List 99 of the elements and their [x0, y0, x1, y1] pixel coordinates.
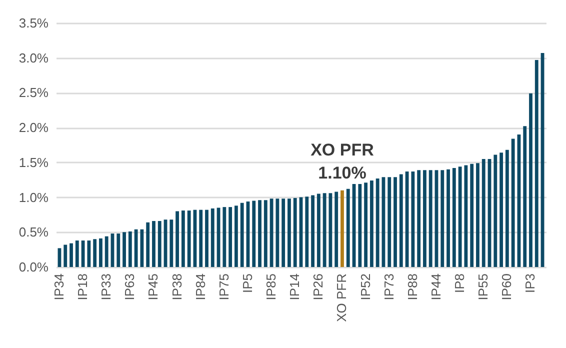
bar: [276, 198, 280, 267]
y-tick-label: 1.0%: [18, 190, 49, 205]
bar: [122, 232, 126, 267]
bar: [394, 177, 397, 267]
x-tick-label: IP52: [358, 274, 373, 300]
x-tick-label: IP18: [75, 274, 90, 300]
bar: [476, 163, 480, 267]
x-tick-label: IP33: [98, 274, 114, 300]
x-tick-label: IP34: [51, 274, 66, 300]
bar: [523, 126, 527, 267]
bar: [282, 198, 286, 267]
x-tick-label: IP60: [499, 274, 514, 300]
annotation: XO PFR: [310, 140, 374, 160]
y-tick-label: 0.5%: [18, 224, 49, 240]
x-tick-label: IP44: [428, 274, 444, 300]
bar: [210, 208, 214, 267]
x-tick-label: IP85: [264, 274, 279, 300]
bar: [376, 178, 380, 267]
bar: [128, 231, 132, 267]
x-tick-label: IP73: [381, 274, 396, 300]
y-tick-label: 2.0%: [18, 120, 49, 136]
y-tick-label: 1.5%: [18, 154, 49, 170]
x-tick-label: IP38: [169, 274, 184, 300]
bar: [293, 198, 297, 267]
bar: [252, 200, 256, 267]
bar: [305, 196, 309, 267]
bar: [346, 188, 350, 267]
bar: [511, 138, 515, 267]
bar: [64, 244, 68, 267]
bar: [170, 220, 174, 267]
bar: [87, 240, 91, 267]
bar: [417, 170, 421, 267]
bar: [104, 236, 108, 267]
bar: [264, 200, 268, 267]
bar: [240, 202, 244, 267]
x-tick-label: IP55: [476, 274, 491, 300]
bar: [181, 210, 185, 267]
bar: [199, 210, 203, 267]
y-tick-label: 3.5%: [18, 16, 49, 30]
bar: [222, 207, 226, 267]
bar: [270, 198, 274, 267]
bar: [534, 60, 538, 267]
data-label: 1.10%: [318, 163, 366, 182]
bar: [370, 180, 374, 267]
bar: [494, 154, 498, 267]
bar: [152, 220, 156, 267]
y-tick-label: 2.5%: [18, 85, 49, 100]
x-tick-label: IP14: [287, 274, 302, 300]
y-tick-label: 3.0%: [18, 50, 49, 66]
bar: [322, 193, 326, 267]
bar: [70, 243, 73, 267]
bar: [334, 192, 338, 267]
bar: [505, 150, 509, 267]
x-tick-label: IP45: [146, 274, 161, 300]
bar: [311, 195, 314, 267]
bar: [228, 207, 232, 267]
x-tick-label: IP84: [192, 274, 208, 300]
bar: [340, 190, 344, 267]
bar: [452, 168, 456, 267]
x-tick-label: XO PFR: [334, 274, 350, 322]
x-tick-label: IP63: [122, 274, 138, 300]
bar: [411, 171, 415, 267]
bar: [328, 193, 332, 267]
bar: [75, 240, 79, 267]
bar: [93, 239, 97, 267]
bar: [464, 165, 468, 267]
bar: [358, 184, 362, 267]
bar: [258, 200, 262, 267]
x-tick-label: IP88: [404, 274, 420, 300]
bar: [529, 93, 532, 267]
bar: [134, 229, 138, 267]
x-tick-label: IP5: [240, 274, 255, 294]
bar: [428, 170, 432, 267]
bar: [440, 170, 444, 267]
x-tick-label: IP8: [452, 274, 468, 294]
x-tick-label: IP75: [216, 274, 232, 300]
bar: [446, 169, 450, 267]
bar: [316, 194, 320, 267]
y-tick-label: 0.0%: [18, 260, 49, 274]
bar: [470, 164, 474, 267]
bar: [399, 174, 403, 267]
bar: [423, 170, 426, 267]
x-tick-label: IP26: [310, 274, 326, 300]
bar: [187, 210, 191, 267]
bar: [176, 211, 179, 267]
x-tick-label: IP3: [522, 274, 538, 294]
bar: [158, 220, 162, 267]
bar: [288, 198, 291, 267]
bar: [500, 152, 503, 267]
bar: [205, 210, 208, 267]
bar: [140, 229, 144, 267]
bar: [99, 238, 102, 267]
bar: [146, 222, 150, 267]
bar: [116, 234, 120, 267]
bar: [482, 158, 486, 267]
bar: [364, 182, 368, 267]
bar: [458, 166, 462, 267]
bar: [234, 206, 238, 267]
bar: [388, 177, 392, 267]
